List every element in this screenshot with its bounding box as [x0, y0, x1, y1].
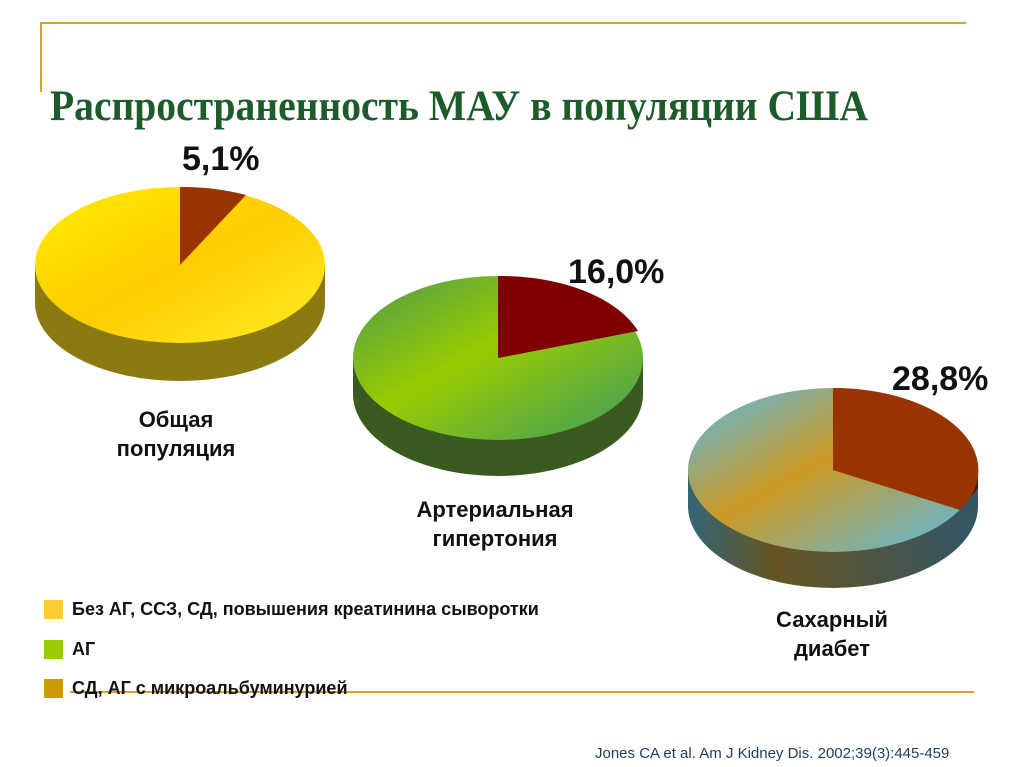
legend-item-healthy: Без АГ, ССЗ, СД, повышения креатинина сы… [44, 597, 539, 621]
legend-label-healthy: Без АГ, ССЗ, СД, повышения креатинина сы… [72, 598, 539, 619]
pie-1-label: Общая популяция [66, 405, 286, 463]
left-rule [40, 22, 42, 92]
slide-title: Распространенность МАУ в популяции США [50, 83, 869, 130]
pie-1-label-line2: популяция [116, 436, 236, 461]
top-rule [40, 22, 966, 24]
legend-item-diabetes-mau: СД, АГ с микроальбуминурией [44, 676, 348, 700]
legend-label-diabetes-mau: СД, АГ с микроальбуминурией [72, 677, 348, 698]
pie-1-label-line1: Общая [138, 407, 214, 432]
pie-hypertension [353, 275, 643, 476]
pie-2-label-line2: гипертония [432, 526, 558, 551]
legend-item-hypertension: АГ [44, 637, 95, 661]
legend-swatch-diabetes-mau [44, 678, 63, 698]
pie-general-population [35, 186, 325, 381]
legend-swatch-hypertension [44, 639, 63, 659]
legend-swatch-healthy [44, 599, 63, 619]
bottom-rule [70, 691, 974, 693]
pie-1-value: 5,1% [182, 140, 260, 178]
legend-label-hypertension: АГ [72, 638, 96, 659]
pie-3-label: Сахарный диабет [722, 605, 942, 663]
pie-2-label: Артериальная гипертония [385, 495, 605, 553]
pie-2-value: 16,0% [568, 253, 665, 291]
pie-3-value: 28,8% [892, 360, 989, 398]
pie-diabetes [688, 387, 979, 588]
pie-3-label-line2: диабет [793, 636, 871, 661]
pie-2-label-line1: Артериальная [416, 497, 574, 522]
pie-3-label-line1: Сахарный [776, 607, 888, 632]
citation: Jones CA et al. Am J Kidney Dis. 2002;39… [595, 745, 950, 762]
